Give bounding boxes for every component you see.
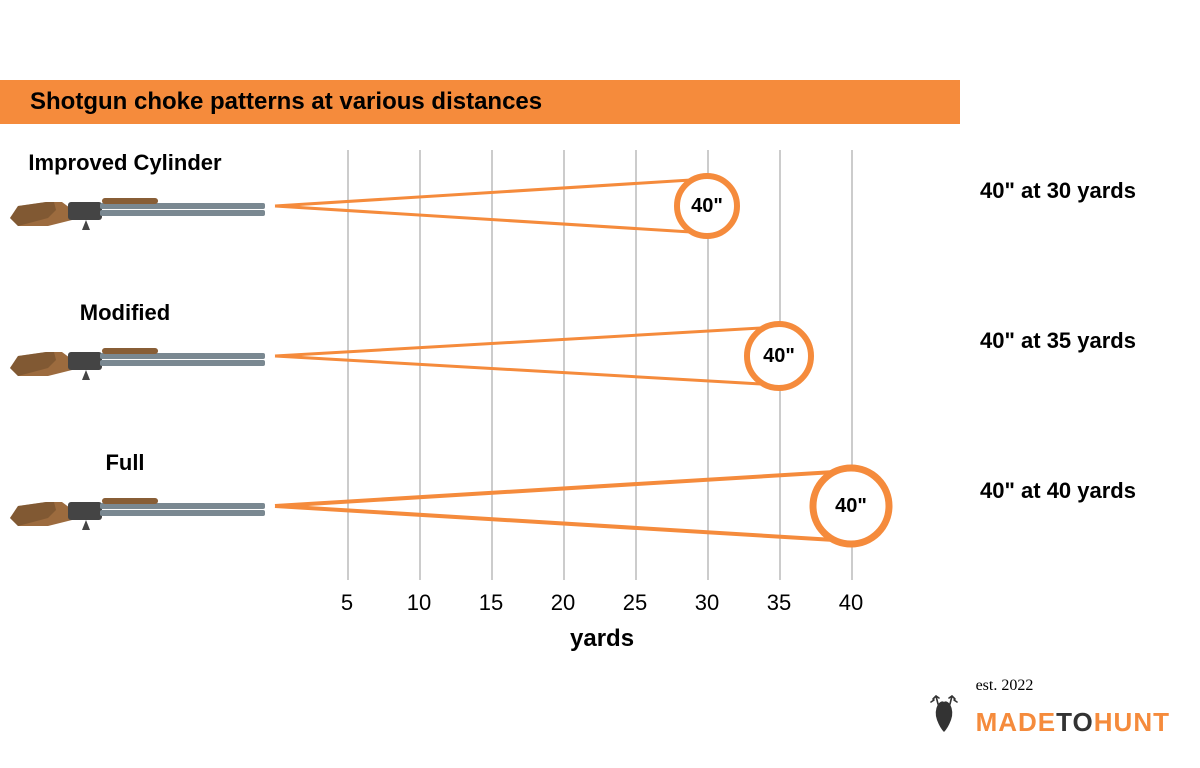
logo-to: TO <box>1056 707 1094 737</box>
choke-row: Modified 40" 40" at 35 yards <box>0 300 1200 410</box>
chart-area: 5 10 15 20 25 30 35 40 yards Improved Cylinder … <box>0 140 1200 660</box>
shotgun <box>10 480 265 537</box>
choke-label: Improved Cylinder <box>0 150 250 176</box>
tick-label: 40 <box>839 590 863 616</box>
svg-text:40": 40" <box>763 345 795 367</box>
tick-label: 25 <box>623 590 647 616</box>
tick-label: 15 <box>479 590 503 616</box>
pattern: 40" <box>275 161 745 256</box>
shotgun <box>10 330 265 387</box>
pattern: 40" <box>275 311 819 406</box>
tick-label: 30 <box>695 590 719 616</box>
logo-text-block: est. 2022 MADETOHUNT <box>976 689 1170 738</box>
choke-row: Improved Cylinder 40" 40" at 30 yards <box>0 150 1200 260</box>
shotgun-icon <box>10 180 265 232</box>
tick-label: 10 <box>407 590 431 616</box>
title-text: Shotgun choke patterns at various distan… <box>30 88 542 116</box>
choke-label: Full <box>0 450 250 476</box>
spread-pattern: 40" <box>275 461 897 551</box>
result-text: 40" at 40 yards <box>980 478 1180 504</box>
deer-icon <box>922 692 966 736</box>
tick-label: 35 <box>767 590 791 616</box>
logo-made: MADE <box>976 707 1057 737</box>
choke-label: Modified <box>0 300 250 326</box>
choke-row: Full 40" 40" at 40 yards <box>0 450 1200 560</box>
title-bar: Shotgun choke patterns at various distan… <box>0 80 960 124</box>
axis-label: yards <box>570 625 634 653</box>
svg-text:40": 40" <box>835 495 867 517</box>
logo: est. 2022 MADETOHUNT <box>922 689 1170 738</box>
result-text: 40" at 30 yards <box>980 178 1180 204</box>
spread-pattern: 40" <box>275 161 745 251</box>
result-text: 40" at 35 yards <box>980 328 1180 354</box>
spread-pattern: 40" <box>275 311 819 401</box>
tick-label: 5 <box>341 590 353 616</box>
shotgun-icon <box>10 330 265 382</box>
logo-hunt: HUNT <box>1094 707 1170 737</box>
pattern: 40" <box>275 461 897 556</box>
tick-label: 20 <box>551 590 575 616</box>
logo-est: est. 2022 <box>976 677 1034 694</box>
shotgun-icon <box>10 480 265 532</box>
shotgun <box>10 180 265 237</box>
svg-text:40": 40" <box>691 195 723 217</box>
